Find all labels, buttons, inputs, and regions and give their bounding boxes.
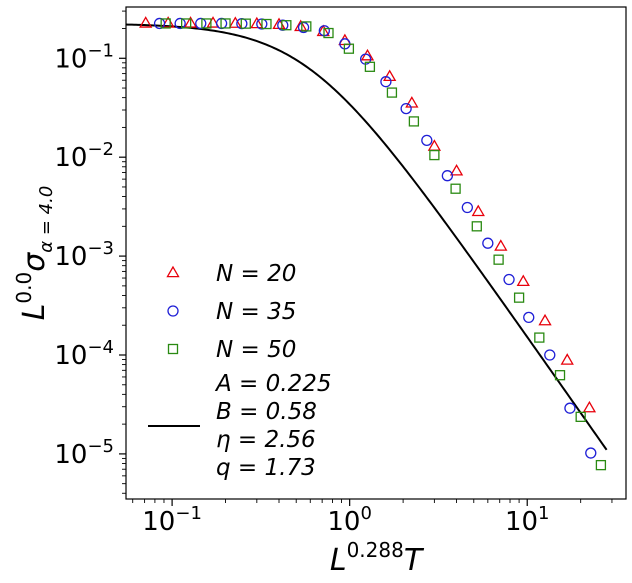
data-point-square: [323, 27, 334, 39]
data-point-square: [343, 43, 355, 54]
data-point-circle: [544, 349, 556, 361]
legend-fit-param: B = 0.58: [216, 399, 317, 425]
x-tick-label: 101: [505, 503, 550, 537]
data-point-circle: [523, 311, 535, 324]
data-point-circle: [421, 134, 433, 146]
legend-label: N = 35: [216, 299, 296, 325]
data-point-square: [301, 21, 312, 32]
data-point-triangle: [582, 400, 597, 413]
data-point-circle: [585, 447, 597, 459]
data-point-triangle: [560, 353, 574, 365]
data-point-square: [281, 20, 292, 31]
data-point-triangle: [228, 16, 242, 28]
data-point-triangle: [360, 48, 375, 61]
y-tick-label: 10−1: [54, 40, 114, 74]
data-point-triangle: [161, 16, 175, 28]
data-point-circle: [380, 76, 392, 88]
data-point-square: [429, 149, 440, 161]
y-label-subscript: α = 4.0: [36, 186, 57, 253]
data-point-circle: [400, 102, 412, 115]
legend-label: N = 20: [216, 261, 296, 287]
data-point-circle: [195, 17, 207, 30]
x-label-exponent: 0.288: [347, 538, 404, 562]
data-point-square: [386, 87, 398, 98]
data-point-square: [554, 370, 566, 381]
y-axis-label: L0.0σα = 4.0: [12, 186, 57, 321]
legend-fit-param: η = 2.56: [216, 427, 316, 453]
data-point-square: [595, 459, 607, 471]
data-point-triangle: [494, 239, 508, 251]
x-tick-label: 10−1: [142, 503, 202, 537]
data-point-triangle: [427, 139, 442, 151]
data-point-triangle: [250, 16, 264, 29]
data-point-square: [493, 254, 504, 265]
data-point-circle: [174, 17, 186, 30]
legend-marker-triangle: [166, 265, 180, 278]
y-tick-label: 10−3: [54, 238, 114, 272]
data-point-square: [160, 18, 171, 29]
data-point-square: [408, 116, 420, 127]
data-points-layer: [139, 16, 607, 471]
y-tick-label: 10−5: [54, 436, 114, 470]
data-point-square: [201, 18, 212, 29]
x-tick-label: 100: [327, 503, 372, 537]
data-point-circle: [441, 170, 454, 182]
data-point-square: [513, 292, 525, 303]
legend-fit-param: A = 0.225: [214, 371, 331, 397]
data-point-square: [450, 183, 461, 194]
data-point-square: [364, 61, 376, 72]
data-point-square: [261, 18, 272, 30]
data-point-circle: [153, 17, 166, 30]
y-tick-label: 10−4: [54, 337, 114, 371]
y-label-base: L: [17, 304, 52, 321]
x-label-suffix: T: [404, 543, 425, 578]
data-point-triangle: [294, 19, 308, 32]
data-point-triangle: [516, 274, 530, 287]
data-point-circle: [461, 201, 473, 214]
data-point-square: [240, 18, 251, 29]
legend-fit-param: q = 1.73: [216, 455, 316, 481]
y-tick-label: 10−2: [54, 139, 114, 173]
data-point-square: [471, 221, 482, 232]
data-point-circle: [564, 402, 576, 414]
data-point-triangle: [471, 204, 485, 217]
data-point-triangle: [405, 96, 419, 108]
x-label-base: L: [330, 543, 347, 578]
data-point-circle: [503, 273, 515, 286]
data-point-triangle: [538, 313, 552, 326]
data-point-square: [534, 332, 545, 343]
legend-marker-square: [167, 343, 179, 355]
legend-label: N = 50: [216, 337, 296, 363]
fit-curve-layer: [125, 23, 608, 451]
data-point-square: [181, 18, 192, 29]
data-point-triangle: [383, 69, 397, 82]
plot-frame: [125, 6, 627, 500]
data-point-triangle: [139, 16, 153, 28]
tick-layer: 10−1 100 101 10−1 10−2 10−3 10−4 10−5: [54, 10, 613, 537]
y-label-exponent: 0.0: [12, 272, 36, 304]
data-point-triangle: [449, 163, 464, 176]
data-point-square: [575, 411, 586, 422]
y-label-sigma: σ: [17, 252, 52, 272]
legend-marker-circle: [167, 305, 179, 317]
fit-curve: [125, 23, 608, 451]
data-point-circle: [482, 237, 494, 249]
data-point-triangle: [338, 33, 352, 46]
data-point-square: [220, 18, 231, 29]
x-axis-label: L0.288T: [330, 538, 425, 578]
